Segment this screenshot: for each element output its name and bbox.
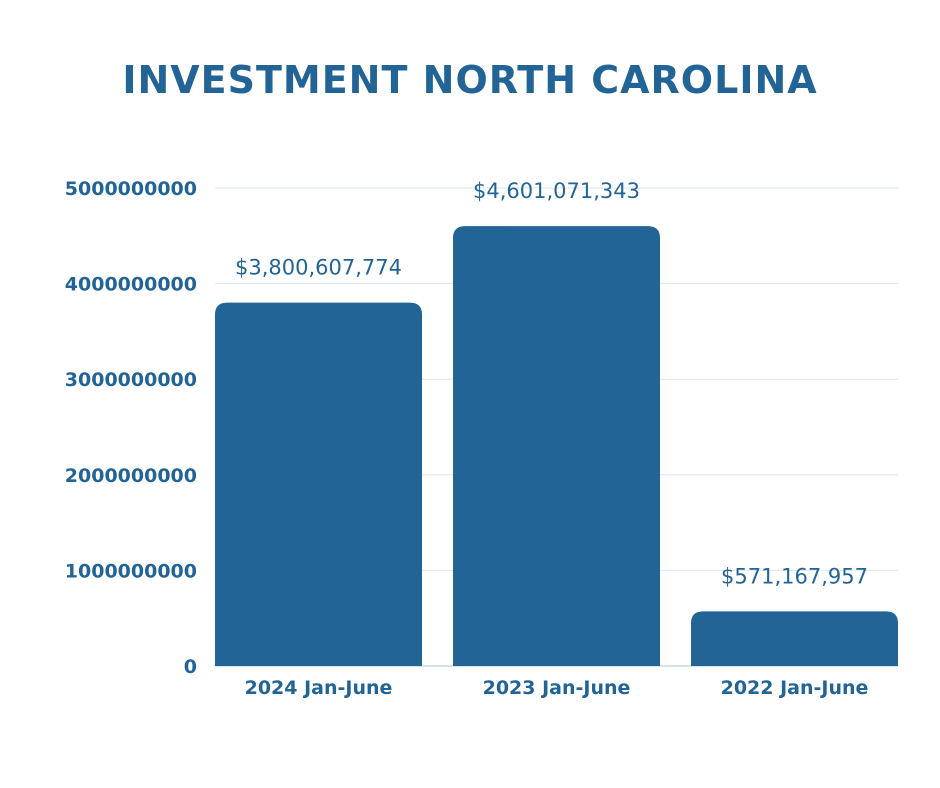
y-tick-label: 5000000000 bbox=[65, 178, 197, 200]
bar-value-label: $571,167,957 bbox=[721, 564, 868, 588]
y-tick-label: 0 bbox=[184, 656, 197, 678]
x-tick-label: 2023 Jan-June bbox=[483, 677, 631, 699]
y-tick-label: 3000000000 bbox=[65, 369, 197, 391]
bar-value-label: $4,601,071,343 bbox=[473, 179, 640, 203]
y-tick-label: 4000000000 bbox=[65, 274, 197, 296]
data-labels: $3,800,607,774 $4,601,071,343 $571,167,957 bbox=[235, 179, 868, 588]
bar-value-label: $3,800,607,774 bbox=[235, 256, 402, 280]
bars bbox=[215, 226, 898, 666]
y-axis-ticks: 0 1000000000 2000000000 3000000000 400000000… bbox=[65, 178, 197, 678]
y-tick-label: 2000000000 bbox=[65, 465, 197, 487]
y-tick-label: 1000000000 bbox=[65, 560, 197, 582]
bar bbox=[453, 226, 660, 666]
x-tick-label: 2024 Jan-June bbox=[245, 677, 393, 699]
chart-title: INVESTMENT NORTH CAROLINA bbox=[122, 58, 818, 102]
bar bbox=[215, 302, 422, 666]
x-tick-label: 2022 Jan-June bbox=[721, 677, 869, 699]
x-axis-ticks: 2024 Jan-June 2023 Jan-June 2022 Jan-June bbox=[245, 677, 869, 699]
bar bbox=[691, 611, 898, 666]
